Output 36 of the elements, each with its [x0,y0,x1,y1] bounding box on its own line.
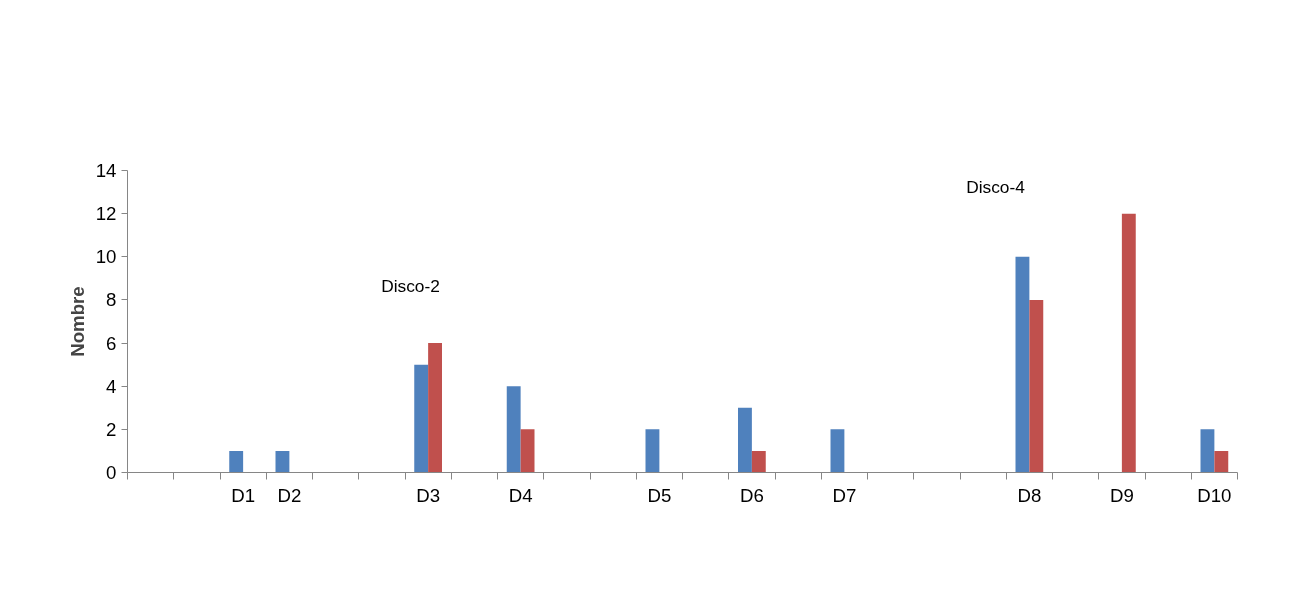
bar [1214,450,1229,473]
bar [414,364,429,473]
x-tick-label: D5 [647,484,672,506]
y-tick-label: 2 [106,418,117,440]
x-tick-label: D4 [508,484,533,506]
bar [1200,429,1215,473]
bar [1029,299,1044,473]
y-tick-label: 14 [95,160,117,181]
annotation: Disco-2 [381,275,440,296]
bar [1121,213,1136,473]
bar [1015,256,1030,473]
bar [275,450,290,473]
x-tick-label: D2 [277,484,302,506]
bar [751,450,766,473]
x-tick-label: D8 [1017,484,1042,506]
bar [738,407,752,473]
bar [506,386,521,473]
bar [520,429,535,473]
y-tick-label: 4 [106,375,117,397]
x-tick-label: D7 [832,484,857,506]
bar [229,450,244,473]
x-tick-label: D10 [1197,484,1232,506]
x-tick-label: D3 [416,484,441,506]
annotation: Disco-4 [966,176,1026,197]
x-tick-label: D9 [1109,484,1134,506]
y-tick-label: 12 [95,203,117,225]
bar [830,429,845,473]
bar [428,343,442,473]
y-tick-label: 0 [106,462,117,483]
y-tick-label: 8 [106,289,117,311]
bar [645,429,660,473]
x-tick-label: D6 [739,484,764,506]
y-axis-title: Nombre [66,286,88,357]
y-tick-label: 6 [106,332,117,354]
x-tick-label: D1 [231,484,256,506]
y-tick-label: 10 [95,246,117,268]
